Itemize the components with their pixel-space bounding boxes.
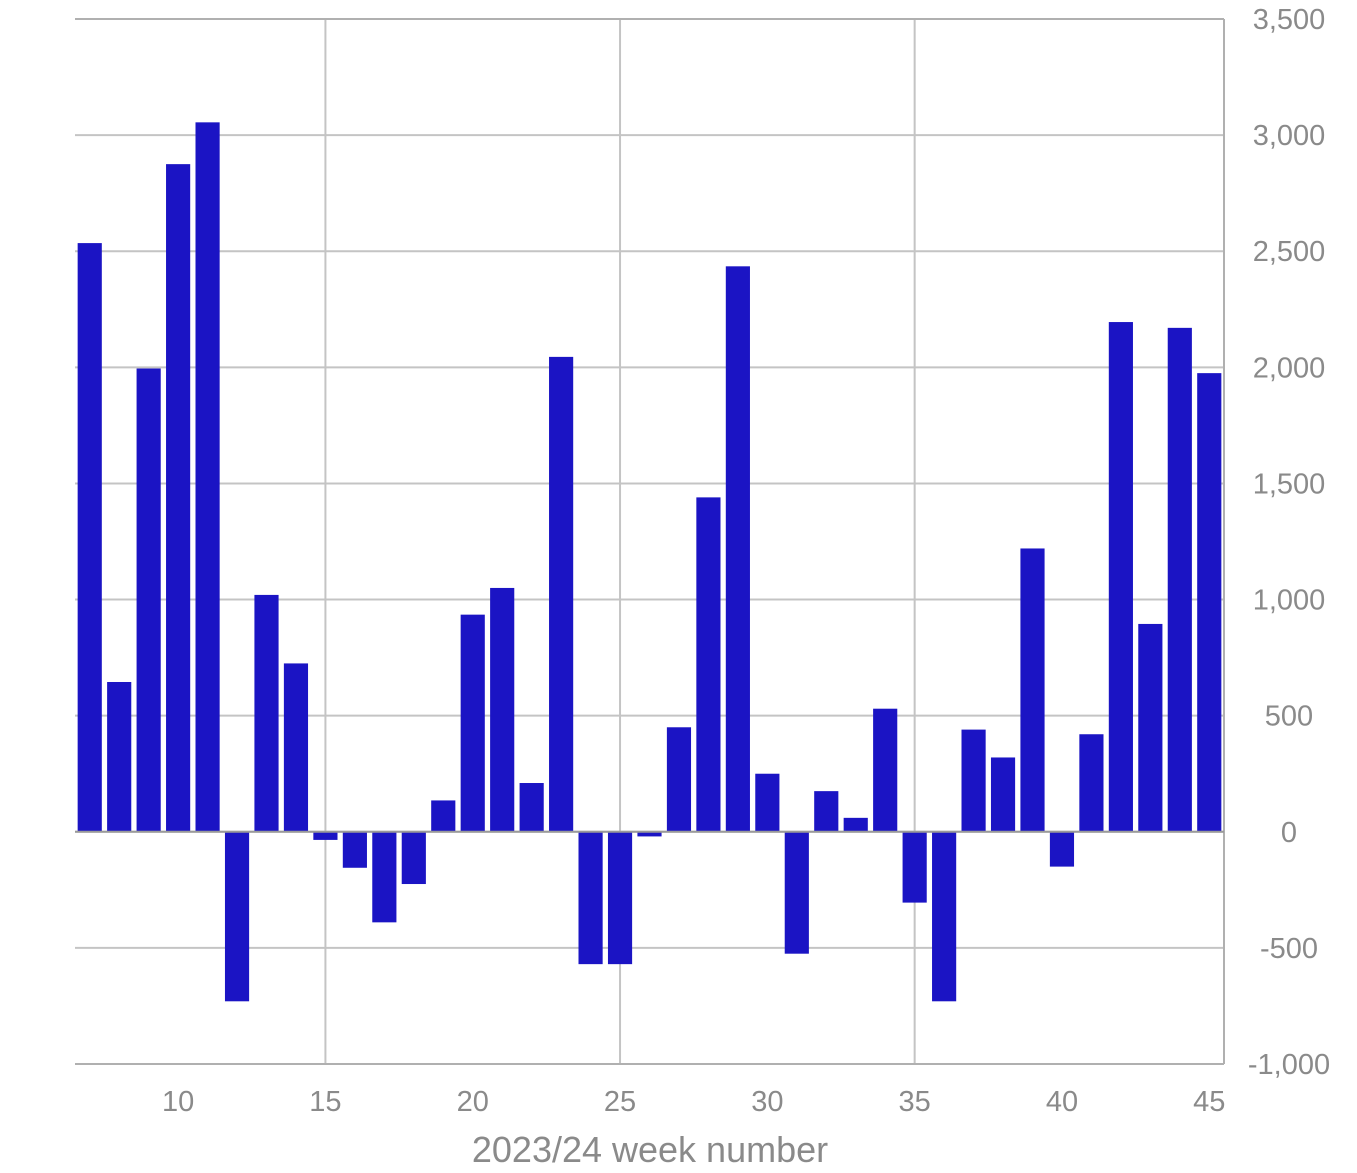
x-axis-title: 2023/24 week number bbox=[472, 1129, 828, 1170]
bar-week-19 bbox=[431, 800, 456, 832]
bar-week-11 bbox=[195, 122, 220, 832]
bar-week-29 bbox=[725, 266, 750, 832]
bar-week-37 bbox=[961, 729, 986, 832]
y-tick-label: 0 bbox=[1281, 817, 1297, 849]
bar-week-15 bbox=[313, 831, 338, 840]
x-tick-label: 25 bbox=[604, 1086, 636, 1118]
bar-week-21 bbox=[490, 587, 515, 832]
y-tick-label: 2,000 bbox=[1253, 352, 1326, 384]
bar-week-35 bbox=[902, 831, 927, 903]
bar-week-36 bbox=[932, 831, 957, 1002]
bar-week-33 bbox=[843, 817, 868, 832]
bar-week-38 bbox=[990, 757, 1016, 832]
bar-week-31 bbox=[784, 831, 809, 954]
x-tick-label: 35 bbox=[899, 1086, 931, 1118]
y-tick-label: 3,500 bbox=[1253, 4, 1326, 36]
bar-week-44 bbox=[1167, 327, 1192, 832]
bar-week-10 bbox=[166, 164, 191, 832]
y-tick-label: 500 bbox=[1265, 701, 1313, 733]
bar-week-43 bbox=[1138, 623, 1163, 832]
bar-week-8 bbox=[107, 681, 132, 832]
bar-week-7 bbox=[77, 243, 102, 832]
x-tick-labels: 10 15 20 25 30 35 40 45 bbox=[162, 1086, 1225, 1118]
y-tick-label: 3,000 bbox=[1253, 120, 1326, 152]
bar-week-16 bbox=[342, 831, 367, 868]
bar-week-20 bbox=[460, 614, 485, 832]
bar-week-17 bbox=[372, 831, 397, 923]
bar-week-30 bbox=[755, 773, 780, 832]
bar-week-12 bbox=[224, 831, 250, 1002]
bars bbox=[77, 122, 1222, 1002]
bar-week-40 bbox=[1049, 831, 1075, 867]
y-tick-label: 1,500 bbox=[1253, 468, 1326, 500]
plot-frame bbox=[75, 18, 1225, 1065]
bar-week-45 bbox=[1197, 373, 1222, 832]
bar-week-22 bbox=[519, 783, 544, 832]
bar-week-26 bbox=[637, 831, 662, 837]
y-tick-label: 2,500 bbox=[1253, 236, 1326, 268]
bar-week-18 bbox=[401, 831, 426, 885]
x-tick-label: 45 bbox=[1193, 1086, 1225, 1118]
bar-week-39 bbox=[1020, 548, 1045, 832]
bar-week-14 bbox=[283, 663, 309, 832]
y-tick-labels: -1,000 -500 0 500 1,000 1,500 2,000 2,500 3,000 3… bbox=[1248, 4, 1330, 1081]
bar-week-34 bbox=[873, 708, 898, 832]
bar-week-23 bbox=[549, 356, 574, 832]
x-tick-label: 30 bbox=[751, 1086, 783, 1118]
y-tick-label: -1,000 bbox=[1248, 1049, 1330, 1081]
bar-week-13 bbox=[254, 594, 279, 832]
bar-week-41 bbox=[1079, 734, 1104, 832]
bar-week-24 bbox=[578, 831, 603, 965]
x-tick-label: 20 bbox=[457, 1086, 489, 1118]
bar-week-25 bbox=[607, 831, 633, 965]
bar-week-32 bbox=[814, 791, 839, 832]
bar-week-27 bbox=[666, 727, 692, 832]
bar-week-42 bbox=[1108, 322, 1133, 832]
x-tick-label: 10 bbox=[162, 1086, 194, 1118]
y-tick-label: 1,000 bbox=[1253, 585, 1326, 617]
bar-week-9 bbox=[136, 368, 161, 832]
y-tick-label: -500 bbox=[1260, 933, 1318, 965]
x-tick-label: 40 bbox=[1046, 1086, 1078, 1118]
x-tick-label: 15 bbox=[309, 1086, 341, 1118]
bar-week-28 bbox=[696, 497, 721, 832]
